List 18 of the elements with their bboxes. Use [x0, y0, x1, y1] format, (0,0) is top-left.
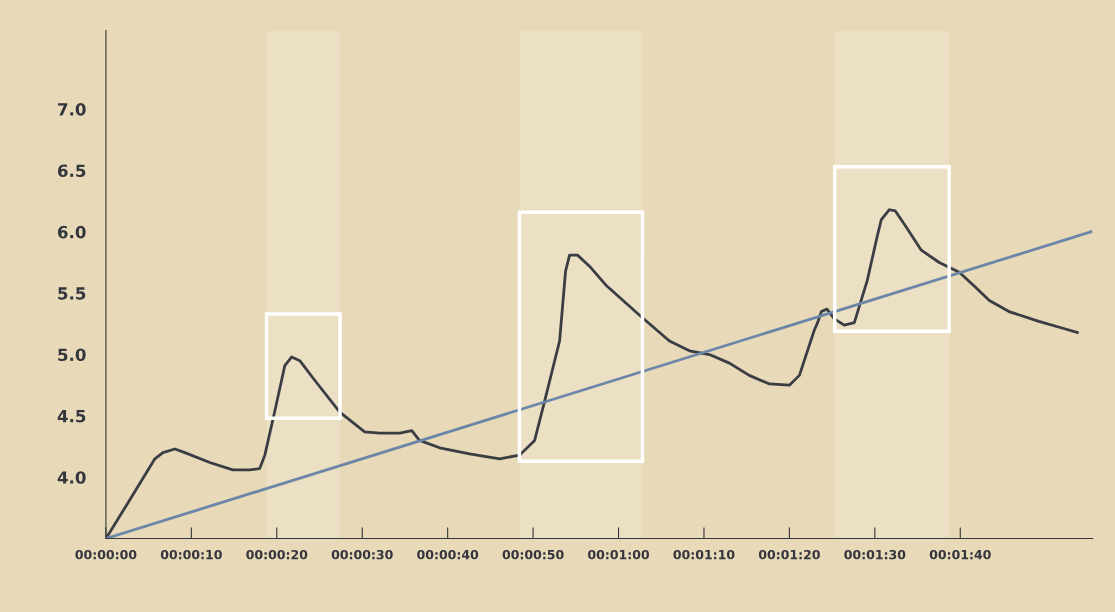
x-tick-label: 00:00:20	[246, 549, 308, 560]
x-tick-label: 00:00:40	[417, 549, 479, 560]
y-tick-label: 4.0	[57, 471, 86, 484]
x-tick-label: 00:01:30	[844, 549, 906, 560]
y-tick-label: 5.5	[58, 287, 86, 300]
x-tick-label: 00:00:10	[160, 549, 222, 560]
x-tick-label: 00:01:00	[588, 549, 650, 560]
y-tick-label: 6.5	[57, 164, 86, 178]
y-tick-label: 7.0	[58, 103, 86, 116]
x-tick-label: 00:01:10	[673, 549, 735, 560]
y-tick-label: 4.5	[57, 410, 86, 423]
x-tick-label: 00:01:40	[929, 549, 991, 560]
y-tick-label: 6.0	[57, 225, 86, 239]
y-tick-label: 5.0	[58, 348, 86, 362]
x-tick-label: 00:00:30	[331, 549, 393, 560]
x-tick-label: 00:00:00	[75, 549, 137, 560]
x-tick-label: 00:01:20	[758, 549, 820, 560]
x-tick-label: 00:00:50	[502, 549, 564, 560]
